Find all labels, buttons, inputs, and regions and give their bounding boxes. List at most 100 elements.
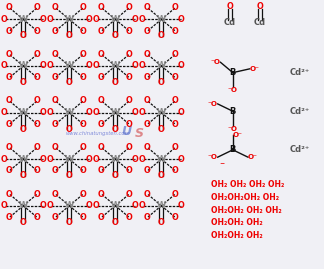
Text: O: O bbox=[92, 62, 99, 70]
Text: O: O bbox=[52, 3, 59, 12]
Text: W: W bbox=[19, 108, 28, 117]
Text: O: O bbox=[178, 108, 184, 117]
Text: OH₂OH₂OH₂ OH₂: OH₂OH₂OH₂ OH₂ bbox=[211, 193, 279, 202]
Text: O: O bbox=[80, 190, 87, 199]
Text: O: O bbox=[46, 108, 53, 117]
Text: O: O bbox=[52, 213, 59, 222]
Text: O: O bbox=[138, 155, 145, 164]
Text: O: O bbox=[20, 78, 27, 87]
Text: O: O bbox=[92, 201, 99, 210]
Text: O: O bbox=[6, 166, 13, 175]
Text: O: O bbox=[144, 190, 151, 199]
Text: O: O bbox=[40, 15, 46, 24]
Text: O: O bbox=[34, 96, 40, 105]
Text: W: W bbox=[111, 108, 120, 117]
Text: O: O bbox=[132, 15, 138, 24]
Text: O: O bbox=[126, 96, 133, 105]
Text: O: O bbox=[20, 171, 27, 180]
Text: O: O bbox=[40, 62, 46, 70]
Text: Cd: Cd bbox=[224, 17, 236, 27]
Text: ⁻: ⁻ bbox=[220, 161, 225, 171]
Text: O: O bbox=[98, 213, 105, 222]
Text: O: O bbox=[52, 143, 59, 152]
Text: O: O bbox=[126, 166, 133, 175]
Text: O: O bbox=[98, 73, 105, 82]
Text: W: W bbox=[157, 108, 166, 117]
Text: www.chinatungsten.com: www.chinatungsten.com bbox=[65, 131, 130, 136]
Text: O: O bbox=[158, 171, 165, 180]
Text: O: O bbox=[92, 155, 99, 164]
Text: O: O bbox=[66, 78, 73, 87]
Text: O: O bbox=[46, 15, 53, 24]
Text: O: O bbox=[98, 50, 105, 59]
Text: O: O bbox=[0, 201, 7, 210]
Text: O: O bbox=[52, 50, 59, 59]
Text: O: O bbox=[46, 201, 53, 210]
Text: O: O bbox=[80, 143, 87, 152]
Text: O: O bbox=[144, 50, 151, 59]
Text: O: O bbox=[172, 190, 179, 199]
Text: U: U bbox=[122, 125, 132, 138]
Text: O: O bbox=[66, 218, 73, 227]
Text: O: O bbox=[80, 120, 87, 129]
Text: O: O bbox=[158, 125, 165, 134]
Text: O: O bbox=[172, 96, 179, 105]
Text: O: O bbox=[52, 166, 59, 175]
Text: O: O bbox=[226, 2, 233, 10]
Text: O: O bbox=[126, 120, 133, 129]
Text: O: O bbox=[144, 143, 151, 152]
Text: W: W bbox=[65, 155, 74, 164]
Text: O: O bbox=[112, 218, 119, 227]
Text: W: W bbox=[111, 15, 120, 24]
Text: O: O bbox=[34, 120, 40, 129]
Text: O: O bbox=[6, 3, 13, 12]
Text: W: W bbox=[157, 201, 166, 210]
Text: O: O bbox=[132, 155, 138, 164]
Text: B: B bbox=[230, 68, 236, 77]
Text: O: O bbox=[80, 73, 87, 82]
Text: O: O bbox=[86, 15, 92, 24]
Text: O: O bbox=[6, 143, 13, 152]
Text: O: O bbox=[52, 96, 59, 105]
Text: Cd²⁺: Cd²⁺ bbox=[290, 145, 310, 154]
Text: O: O bbox=[80, 50, 87, 59]
Text: B: B bbox=[230, 145, 236, 154]
Text: ⁻O: ⁻O bbox=[228, 87, 238, 93]
Text: O: O bbox=[34, 27, 40, 36]
Text: OH₂OH₂ OH₂ OH₂: OH₂OH₂ OH₂ OH₂ bbox=[211, 206, 281, 214]
Text: OH₂ OH₂ OH₂ OH₂: OH₂ OH₂ OH₂ OH₂ bbox=[211, 180, 284, 189]
Text: O: O bbox=[0, 108, 7, 117]
Text: Cd²⁺: Cd²⁺ bbox=[290, 107, 310, 116]
Text: O: O bbox=[86, 62, 92, 70]
Text: W: W bbox=[65, 15, 74, 24]
Text: O: O bbox=[80, 27, 87, 36]
Text: O: O bbox=[158, 31, 165, 40]
Text: O: O bbox=[172, 3, 179, 12]
Text: O: O bbox=[112, 171, 119, 180]
Text: Cd²⁺: Cd²⁺ bbox=[290, 68, 310, 77]
Text: O: O bbox=[20, 218, 27, 227]
Text: O: O bbox=[256, 2, 263, 10]
Text: O: O bbox=[158, 78, 165, 87]
Text: O: O bbox=[172, 27, 179, 36]
Text: ⁻O: ⁻O bbox=[208, 101, 218, 107]
Text: O: O bbox=[52, 190, 59, 199]
Text: O: O bbox=[172, 120, 179, 129]
Text: O: O bbox=[98, 27, 105, 36]
Text: O: O bbox=[34, 143, 40, 152]
Text: O: O bbox=[34, 73, 40, 82]
Text: O: O bbox=[144, 27, 151, 36]
Text: O: O bbox=[92, 108, 99, 117]
Text: O: O bbox=[40, 201, 46, 210]
Text: B: B bbox=[230, 107, 236, 116]
Text: O: O bbox=[66, 125, 73, 134]
Text: O: O bbox=[34, 166, 40, 175]
Text: O: O bbox=[34, 190, 40, 199]
Text: O: O bbox=[126, 27, 133, 36]
Text: O: O bbox=[98, 190, 105, 199]
Text: O: O bbox=[172, 50, 179, 59]
Text: O: O bbox=[80, 3, 87, 12]
Text: W: W bbox=[157, 62, 166, 70]
Text: Cd: Cd bbox=[254, 17, 266, 27]
Text: O: O bbox=[172, 166, 179, 175]
